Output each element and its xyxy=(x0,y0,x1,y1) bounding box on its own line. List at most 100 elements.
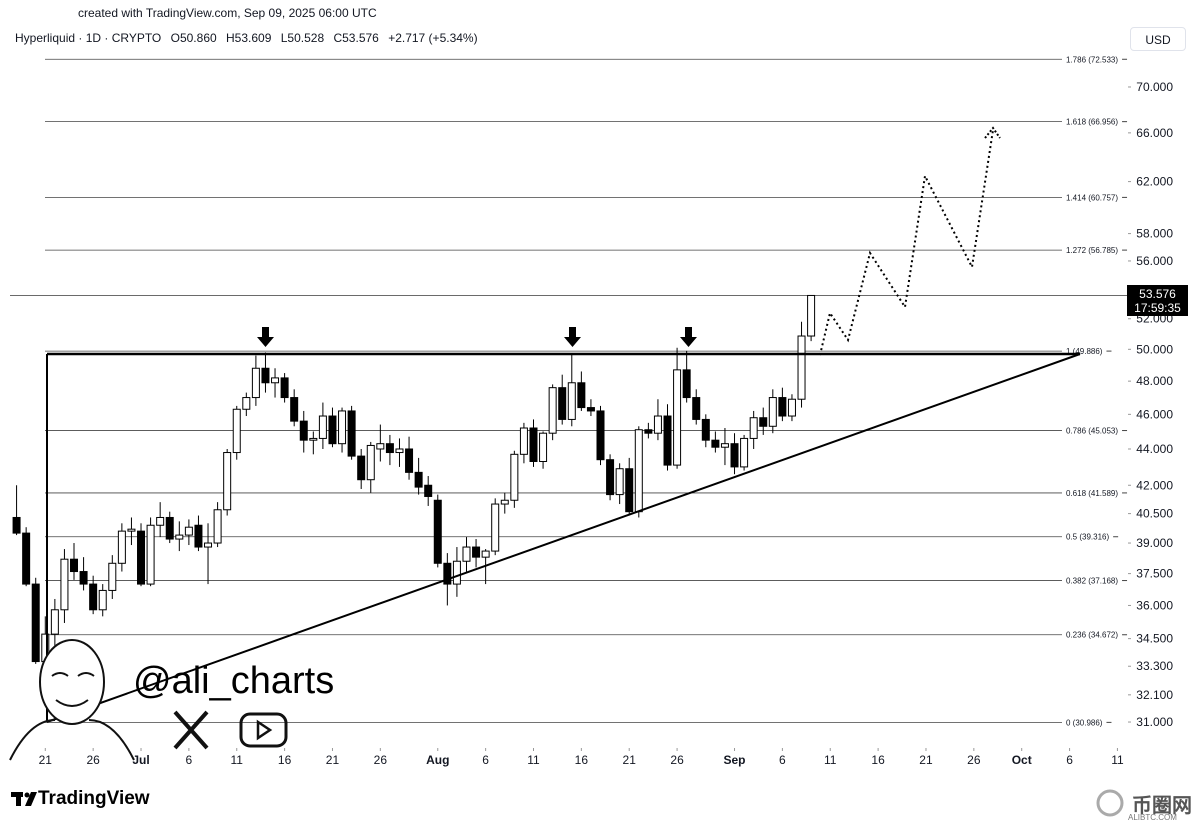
ohlc-close: C53.576 xyxy=(333,31,379,45)
candle-body xyxy=(749,417,758,439)
x-tick-label: Jul xyxy=(132,753,149,767)
x-tick-label: 6 xyxy=(186,753,193,767)
youtube-play xyxy=(256,719,273,741)
candle-body xyxy=(405,448,414,473)
candle-body xyxy=(175,534,184,540)
avatar-head xyxy=(39,639,105,725)
y-tick-label: 46.000 xyxy=(1136,407,1173,421)
candle-body xyxy=(318,415,327,439)
x-tick-label: 11 xyxy=(231,753,244,767)
candle-body xyxy=(606,459,615,496)
projection-path xyxy=(819,129,994,356)
candle-body xyxy=(165,516,174,540)
x-tick-label: 11 xyxy=(527,753,540,767)
candle-body xyxy=(31,583,40,663)
x-tick-label: 11 xyxy=(1111,753,1124,767)
youtube-icon xyxy=(239,712,288,748)
candle-body xyxy=(146,524,155,585)
candle-body xyxy=(184,526,193,536)
y-tick-label: 70.000 xyxy=(1136,80,1173,94)
fib-label: 0.5 (39.316) xyxy=(1066,533,1109,542)
candle-body xyxy=(117,530,126,564)
candle-body xyxy=(12,516,21,534)
fib-label: 0.236 (34.672) xyxy=(1066,631,1118,640)
social-icons xyxy=(173,710,288,750)
axes: 70.00066.00062.00058.00056.00054.00052.0… xyxy=(39,80,1174,767)
x-tick-label: 26 xyxy=(670,753,684,767)
candle-body xyxy=(108,562,117,591)
brand-logo xyxy=(11,792,37,806)
last-price: 53.576 xyxy=(1139,287,1176,301)
candle-body xyxy=(711,439,720,448)
countdown: 17:59:35 xyxy=(1134,301,1181,315)
candle-body xyxy=(299,420,308,441)
candle-body xyxy=(653,415,662,434)
candle-body xyxy=(491,503,500,552)
arrow xyxy=(564,327,581,347)
candle-body xyxy=(787,398,796,417)
y-tick-label: 66.000 xyxy=(1136,126,1173,140)
candle-body xyxy=(328,415,337,445)
fib-label: 1.414 (60.757) xyxy=(1066,193,1118,202)
candle-body xyxy=(548,387,557,434)
y-tick-label: 42.000 xyxy=(1136,478,1173,492)
candle-body xyxy=(539,432,548,462)
currency-button[interactable]: USD xyxy=(1130,27,1186,51)
candle-body xyxy=(500,499,509,505)
fib-label: 0.786 (45.053) xyxy=(1066,427,1118,436)
y-tick-label: 48.000 xyxy=(1136,374,1173,388)
ohlc-high: H53.609 xyxy=(226,31,272,45)
candles xyxy=(12,294,816,679)
candle-body xyxy=(309,437,318,441)
candle-body xyxy=(194,524,203,548)
projection-arrowhead xyxy=(984,126,1001,139)
x-tick-label: Sep xyxy=(724,753,746,767)
fib-label: 0.618 (41.589) xyxy=(1066,489,1118,498)
candle-body xyxy=(127,528,136,532)
candle-body xyxy=(452,560,461,585)
candle-body xyxy=(280,377,289,399)
candle-body xyxy=(740,437,749,468)
candle-body xyxy=(701,418,710,441)
candle-body xyxy=(443,562,452,585)
site-url: ALIBTC.COM xyxy=(1128,813,1177,822)
fib-label: 1 (49.886) xyxy=(1066,347,1103,356)
candle-body xyxy=(567,382,576,420)
candle-body xyxy=(529,427,538,462)
avatar xyxy=(9,639,135,761)
candle-body xyxy=(204,542,213,548)
header: created with TradingView.com, Sep 09, 20… xyxy=(78,6,377,20)
candle-body xyxy=(625,468,634,513)
brand[interactable]: TradingView xyxy=(38,788,150,809)
candle-body xyxy=(232,408,241,454)
avatar-body xyxy=(9,719,135,761)
candle-body xyxy=(797,335,806,400)
candle-body xyxy=(223,452,232,511)
candle-body xyxy=(271,377,280,384)
candle-body xyxy=(338,410,347,445)
candle-body xyxy=(347,410,356,457)
candle-body xyxy=(213,509,222,544)
support-trendline xyxy=(46,353,1081,723)
candle-body xyxy=(663,415,672,466)
candle-body xyxy=(424,484,433,497)
symbol: Hyperliquid · 1D · CRYPTO xyxy=(15,31,162,45)
y-tick-label: 40.500 xyxy=(1136,507,1173,521)
candle-body xyxy=(759,417,768,427)
x-tick-label: 11 xyxy=(824,753,837,767)
y-tick-label: 56.000 xyxy=(1136,254,1173,268)
candle-body xyxy=(137,530,146,585)
candle-body xyxy=(577,382,586,409)
fib-label: 0 (30.986) xyxy=(1066,718,1103,727)
candle-body xyxy=(807,294,816,337)
candle-body xyxy=(376,443,385,450)
candle-body xyxy=(682,369,691,399)
candle-body xyxy=(596,410,605,461)
candle-body xyxy=(22,532,31,585)
candle-body xyxy=(481,550,490,558)
fib-label: 1.618 (66.956) xyxy=(1066,118,1118,127)
candle-body xyxy=(462,546,471,562)
ohlc-low: L50.528 xyxy=(280,31,325,45)
x-tick-label: Aug xyxy=(426,753,449,767)
